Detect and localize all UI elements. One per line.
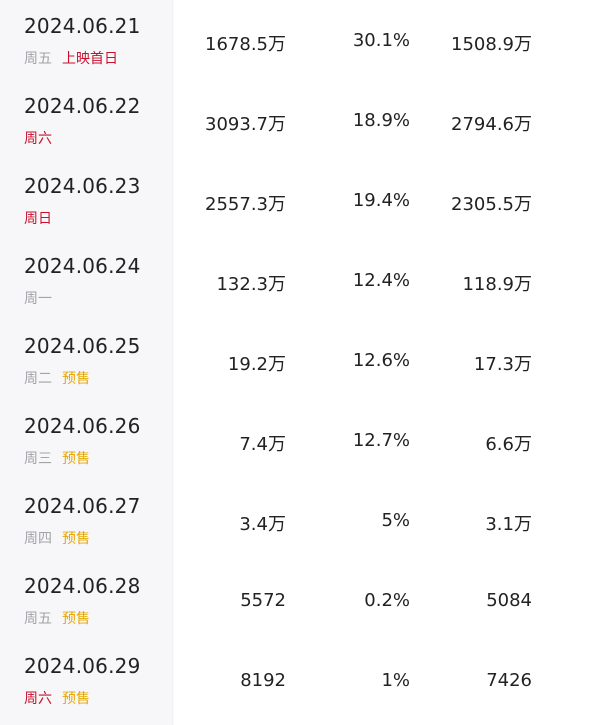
row-share: 5% — [381, 510, 410, 531]
row-weekday: 周日 — [24, 211, 52, 227]
row-share: 30.1% — [352, 30, 410, 51]
row-split: 3.1万 — [485, 514, 532, 535]
row-share: 18.9% — [352, 110, 410, 131]
row-tag: 预售 — [62, 691, 90, 707]
row-share: 1% — [381, 670, 410, 691]
row-weekday: 周四 — [24, 531, 52, 547]
row-box-office: 7.4万 — [239, 434, 286, 455]
row-date: 2024.06.29 — [24, 654, 141, 678]
row-box-office: 19.2万 — [227, 354, 286, 375]
row-date: 2024.06.21 — [24, 14, 141, 38]
row-box-office: 5572 — [240, 590, 286, 611]
row-day-info: 周一 — [24, 288, 52, 308]
row-weekday: 周五 — [24, 611, 52, 627]
row-box-office: 3.4万 — [239, 514, 286, 535]
table-row[interactable]: 2024.06.25 周二 预售 19.2万 12.6% 17.3万 — [0, 320, 600, 400]
row-share: 0.2% — [364, 590, 410, 611]
table-row[interactable]: 2024.06.24 周一 132.3万 12.4% 118.9万 — [0, 240, 600, 320]
row-day-info: 周六 预售 — [24, 688, 90, 708]
row-split: 118.9万 — [462, 274, 532, 295]
row-date: 2024.06.25 — [24, 334, 141, 358]
row-weekday: 周一 — [24, 291, 52, 307]
row-date: 2024.06.23 — [24, 174, 141, 198]
row-tag: 预售 — [62, 451, 90, 467]
table-row[interactable]: 2024.06.23 周日 2557.3万 19.4% 2305.5万 — [0, 160, 600, 240]
row-day-info: 周五 上映首日 — [24, 48, 118, 68]
row-tag: 上映首日 — [62, 51, 118, 67]
row-day-info: 周六 — [24, 128, 52, 148]
row-day-info: 周四 预售 — [24, 528, 90, 548]
row-share: 19.4% — [352, 190, 410, 211]
row-weekday: 周六 — [24, 691, 52, 707]
row-date: 2024.06.24 — [24, 254, 141, 278]
row-weekday: 周二 — [24, 371, 52, 387]
date-column-background — [0, 0, 172, 725]
row-split: 5084 — [486, 590, 532, 611]
row-date: 2024.06.22 — [24, 94, 141, 118]
row-box-office: 1678.5万 — [205, 34, 286, 55]
row-day-info: 周五 预售 — [24, 608, 90, 628]
table-row[interactable]: 2024.06.21 周五 上映首日 1678.5万 30.1% 1508.9万 — [0, 0, 600, 80]
row-date: 2024.06.26 — [24, 414, 141, 438]
table-row[interactable]: 2024.06.26 周三 预售 7.4万 12.7% 6.6万 — [0, 400, 600, 480]
row-split: 17.3万 — [473, 354, 532, 375]
row-share: 12.7% — [352, 430, 410, 451]
table-row[interactable]: 2024.06.28 周五 预售 5572 0.2% 5084 — [0, 560, 600, 640]
table-row[interactable]: 2024.06.29 周六 预售 8192 1% 7426 — [0, 640, 600, 720]
row-day-info: 周日 — [24, 208, 52, 228]
row-box-office: 2557.3万 — [205, 194, 286, 215]
table-row[interactable]: 2024.06.27 周四 预售 3.4万 5% 3.1万 — [0, 480, 600, 560]
row-share: 12.4% — [352, 270, 410, 291]
row-date: 2024.06.27 — [24, 494, 141, 518]
row-split: 2305.5万 — [451, 194, 532, 215]
row-date: 2024.06.28 — [24, 574, 141, 598]
row-tag: 预售 — [62, 371, 90, 387]
row-split: 1508.9万 — [451, 34, 532, 55]
row-box-office: 8192 — [240, 670, 286, 691]
row-weekday: 周六 — [24, 131, 52, 147]
table-row[interactable]: 2024.06.22 周六 3093.7万 18.9% 2794.6万 — [0, 80, 600, 160]
row-split: 2794.6万 — [451, 114, 532, 135]
date-column-divider — [172, 0, 174, 725]
row-day-info: 周三 预售 — [24, 448, 90, 468]
row-split: 7426 — [486, 670, 532, 691]
row-box-office: 132.3万 — [216, 274, 286, 295]
row-weekday: 周三 — [24, 451, 52, 467]
row-day-info: 周二 预售 — [24, 368, 90, 388]
row-box-office: 3093.7万 — [205, 114, 286, 135]
row-tag: 预售 — [62, 611, 90, 627]
row-split: 6.6万 — [485, 434, 532, 455]
row-tag: 预售 — [62, 531, 90, 547]
row-weekday: 周五 — [24, 51, 52, 67]
row-share: 12.6% — [352, 350, 410, 371]
